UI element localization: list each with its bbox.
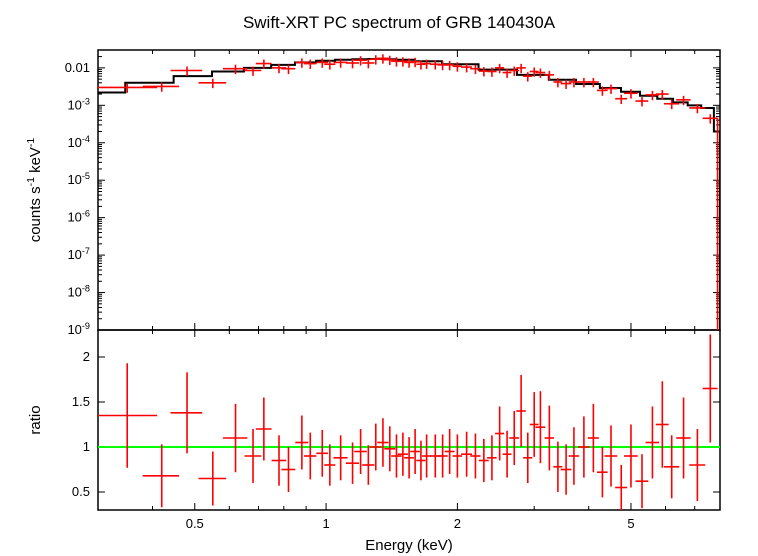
y-tick-label: 10-8 [67, 284, 90, 300]
ratio-data [92, 335, 718, 511]
y-tick-label-bottom: 0.5 [72, 484, 90, 499]
y-axis-label-bottom: ratio [27, 405, 44, 434]
y-tick-label: 0.01 [65, 60, 90, 75]
x-axis-label: Energy (keV) [365, 537, 453, 554]
model-line [98, 59, 720, 330]
y-tick-label: 10-7 [67, 246, 90, 262]
x-tick-label: 5 [627, 516, 634, 531]
spectrum-data [92, 54, 718, 330]
x-tick-label: 1 [322, 516, 329, 531]
y-axis-label-top: counts s-1 keV-1 [25, 138, 44, 243]
y-tick-label: 10-3 [67, 96, 90, 112]
chart-title: Swift-XRT PC spectrum of GRB 140430A [243, 13, 556, 32]
y-tick-label: 10-5 [67, 171, 90, 187]
y-tick-label-bottom: 2 [83, 349, 90, 364]
x-tick-label: 2 [454, 516, 461, 531]
y-tick-label-bottom: 1.5 [72, 394, 90, 409]
chart-svg: Swift-XRT PC spectrum of GRB 140430A 0.5 1… [0, 0, 758, 556]
spectrum-chart: Swift-XRT PC spectrum of GRB 140430A 0.5 1… [0, 0, 758, 556]
y-tick-label: 10-4 [67, 134, 90, 150]
bottom-panel-frame [98, 330, 720, 510]
y-tick-label-bottom: 1 [83, 439, 90, 454]
y-tick-label: 10-6 [67, 209, 90, 225]
x-tick-label: 0.5 [186, 516, 204, 531]
y-tick-label: 10-9 [67, 321, 90, 337]
